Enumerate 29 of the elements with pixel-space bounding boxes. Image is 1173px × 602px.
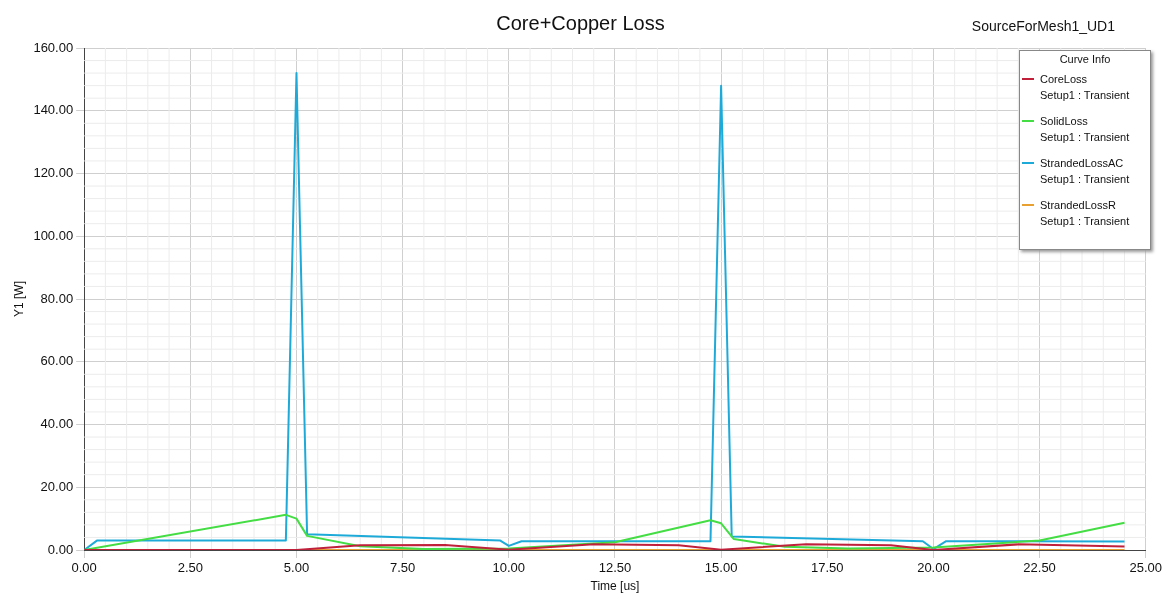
x-tick-label: 10.00	[492, 560, 526, 576]
legend-label: StrandedLossR Setup1 : Transient	[1040, 198, 1130, 229]
x-tick-label: 0.00	[71, 560, 97, 576]
y-tick-label: 0.00	[47, 541, 74, 557]
legend-label: CoreLoss Setup1 : Transient	[1040, 72, 1130, 103]
y-tick-label: 60.00	[40, 353, 74, 369]
legend-label: SolidLoss Setup1 : Transient	[1040, 114, 1130, 145]
legend-label: StrandedLossAC Setup1 : Transient	[1040, 156, 1130, 187]
chart-subtitle: SourceForMesh1_UD1	[971, 18, 1115, 34]
x-tick-label: 22.50	[1023, 560, 1056, 576]
y-axis-title: Y1 [W]	[11, 280, 26, 318]
y-tick-label: 140.00	[33, 102, 74, 118]
legend-title: Curve Info	[1058, 52, 1112, 67]
y-tick-label: 120.00	[33, 165, 74, 181]
y-tick-label: 20.00	[40, 478, 74, 494]
chart-title: Core+Copper Loss	[496, 11, 665, 34]
x-tick-label: 20.00	[917, 560, 950, 576]
y-tick-label: 40.00	[40, 416, 74, 432]
y-tick-label: 160.00	[33, 39, 74, 55]
x-tick-label: 25.00	[1129, 560, 1163, 576]
x-tick-label: 5.00	[283, 560, 310, 576]
x-tick-label: 2.50	[177, 560, 203, 576]
x-tick-label: 12.50	[598, 560, 632, 576]
y-tick-label: 100.00	[33, 227, 74, 243]
x-axis-title: Time [us]	[590, 579, 640, 594]
x-tick-label: 7.50	[389, 560, 416, 576]
x-tick-label: 15.00	[704, 560, 738, 576]
y-tick-label: 80.00	[40, 290, 74, 306]
x-tick-label: 17.50	[810, 560, 844, 576]
